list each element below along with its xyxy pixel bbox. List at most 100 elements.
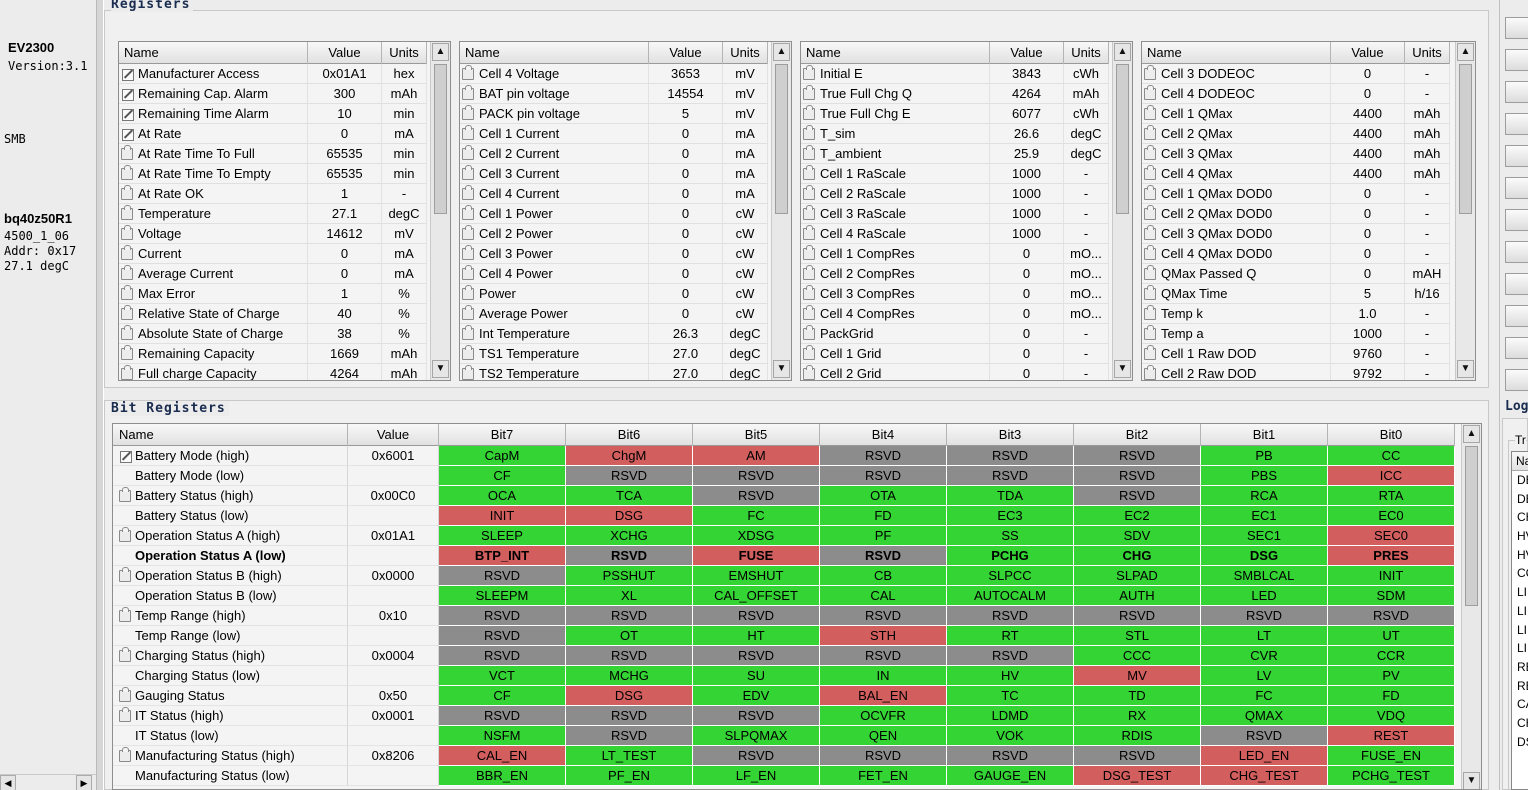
register-row[interactable]: Cell 4 Voltage 3653 mV <box>460 64 768 84</box>
register-row[interactable]: At Rate Time To Empty 65535 min <box>119 164 427 184</box>
bit-register-row[interactable]: Gauging Status 0x50 CF DSG EDV BAL_EN TC TD FC FD <box>113 686 1455 706</box>
right-toolbar-button-3[interactable] <box>1505 81 1528 103</box>
log-list-item[interactable]: LI <box>1517 585 1528 600</box>
register-row[interactable]: Current 0 mA <box>119 244 427 264</box>
register-row[interactable]: Voltage 14612 mV <box>119 224 427 244</box>
log-list-item[interactable]: HV <box>1517 547 1528 562</box>
bit-register-row[interactable]: Charging Status (low) VCT MCHG SU IN HV MV LV PV <box>113 666 1455 686</box>
register-table-scrollbar[interactable]: ▲ ▼ <box>771 42 791 380</box>
column-header-bit4[interactable]: Bit4 <box>820 424 947 446</box>
scroll-down-icon[interactable]: ▼ <box>1114 360 1131 378</box>
register-row[interactable]: At Rate OK 1- <box>119 184 427 204</box>
register-row[interactable]: Average Current 0 mA <box>119 264 427 284</box>
log-list-item[interactable]: DE <box>1517 473 1528 487</box>
column-header-name[interactable]: Name <box>1142 42 1331 64</box>
left-splitter[interactable] <box>96 0 104 790</box>
column-header-name[interactable]: Name <box>119 42 308 64</box>
scroll-up-icon[interactable]: ▲ <box>1463 425 1480 443</box>
bit-register-row[interactable]: Operation Status B (high) 0x0000 RSVD PSSHU… <box>113 566 1455 586</box>
bit-register-row[interactable]: Battery Mode (high) 0x6001 CapM ChgM AM RSVD R… <box>113 446 1455 466</box>
register-row[interactable]: Cell 1 QMax DOD0 0- <box>1142 184 1450 204</box>
column-header-bit2[interactable]: Bit2 <box>1074 424 1201 446</box>
register-row[interactable]: Cell 2 Grid 0- <box>801 364 1109 380</box>
register-row[interactable]: Cell 2 RaScale 1000- <box>801 184 1109 204</box>
log-list-item[interactable]: CH <box>1517 510 1528 525</box>
register-row[interactable]: Manufacturer Access 0x01A1 hex <box>119 64 427 84</box>
column-header-bit0[interactable]: Bit0 <box>1328 424 1455 446</box>
register-row[interactable]: TS2 Temperature 27.0 degC <box>460 364 768 380</box>
register-table-1[interactable]: Name Value Units Manufacturer Access 0x01A1 h… <box>118 41 451 381</box>
register-row[interactable]: Cell 4 QMax 4400 mAh <box>1142 164 1450 184</box>
log-list-item[interactable]: LI <box>1517 603 1528 618</box>
column-header-units[interactable]: Units <box>723 42 768 64</box>
log-list-item[interactable]: HV <box>1517 529 1528 544</box>
register-row[interactable]: Cell 4 RaScale 1000- <box>801 224 1109 244</box>
right-toolbar-button-6[interactable] <box>1505 177 1528 199</box>
right-toolbar-button-1[interactable] <box>1505 17 1528 39</box>
register-row[interactable]: BAT pin voltage 14554 mV <box>460 84 768 104</box>
register-row[interactable]: Cell 2 Raw DOD 9792- <box>1142 364 1450 380</box>
scroll-right-icon[interactable]: ▶ <box>76 775 92 790</box>
column-header-name[interactable]: Name <box>113 424 348 446</box>
bit-register-row[interactable]: Operation Status A (low) BTP_INT RSVD FUSE R… <box>113 546 1455 566</box>
register-row[interactable]: True Full Chg Q 4264 mAh <box>801 84 1109 104</box>
register-row[interactable]: At Rate Time To Full 65535 min <box>119 144 427 164</box>
bit-register-row[interactable]: Operation Status A (high) 0x01A1 SLEEP XCHG… <box>113 526 1455 546</box>
register-row[interactable]: Temp a 1000- <box>1142 324 1450 344</box>
column-header-value[interactable]: Value <box>990 42 1064 64</box>
register-row[interactable]: Initial E 3843 cWh <box>801 64 1109 84</box>
column-header-value[interactable]: Value <box>649 42 723 64</box>
left-horizontal-scrollbar[interactable]: ◀ ▶ <box>0 774 96 790</box>
register-row[interactable]: Temperature 27.1 degC <box>119 204 427 224</box>
register-row[interactable]: T_ambient 25.9 degC <box>801 144 1109 164</box>
register-row[interactable]: Cell 3 RaScale 1000- <box>801 204 1109 224</box>
right-toolbar-button-4[interactable] <box>1505 113 1528 135</box>
register-row[interactable]: Cell 2 QMax 4400 mAh <box>1142 124 1450 144</box>
register-row[interactable]: Cell 2 QMax DOD0 0- <box>1142 204 1450 224</box>
scroll-thumb[interactable] <box>1116 64 1129 214</box>
log-list-header[interactable]: Na <box>1512 452 1528 471</box>
bit-registers-table[interactable]: Name Value Bit7 Bit6 Bit5 Bit4 Bit3 Bit2 Bit1 Bit… <box>112 423 1482 790</box>
column-header-bit1[interactable]: Bit1 <box>1201 424 1328 446</box>
right-toolbar-button-12[interactable] <box>1505 369 1528 391</box>
scroll-left-icon[interactable]: ◀ <box>0 775 16 790</box>
register-row[interactable]: Cell 3 QMax DOD0 0- <box>1142 224 1450 244</box>
register-row[interactable]: Int Temperature 26.3 degC <box>460 324 768 344</box>
register-table-scrollbar[interactable]: ▲ ▼ <box>1455 42 1475 380</box>
log-list-item[interactable]: LI <box>1517 622 1528 637</box>
scroll-down-icon[interactable]: ▼ <box>1457 360 1474 378</box>
register-row[interactable]: Power 0 cW <box>460 284 768 304</box>
bit-register-row[interactable]: Charging Status (high) 0x0004 RSVD RSVD RSVD… <box>113 646 1455 666</box>
right-toolbar-button-9[interactable] <box>1505 273 1528 295</box>
bit-register-row[interactable]: Manufacturing Status (low) BBR_EN PF_EN LF_… <box>113 766 1455 786</box>
log-list-item[interactable]: RE <box>1517 678 1528 693</box>
register-row[interactable]: Cell 1 Raw DOD 9760- <box>1142 344 1450 364</box>
register-row[interactable]: At Rate 0 mA <box>119 124 427 144</box>
bit-register-row[interactable]: Temp Range (low) RSVD OT HT STH RT STL LT UT <box>113 626 1455 646</box>
scroll-up-icon[interactable]: ▲ <box>1114 43 1131 61</box>
column-header-value[interactable]: Value <box>1331 42 1405 64</box>
scroll-down-icon[interactable]: ▼ <box>1463 772 1480 789</box>
register-row[interactable]: QMax Passed Q 0 mAH <box>1142 264 1450 284</box>
log-list-item[interactable]: DE <box>1517 491 1528 506</box>
register-row[interactable]: Average Power 0 cW <box>460 304 768 324</box>
register-table-scrollbar[interactable]: ▲ ▼ <box>430 42 450 380</box>
register-row[interactable]: T_sim 26.6 degC <box>801 124 1109 144</box>
register-row[interactable]: Cell 4 QMax DOD0 0- <box>1142 244 1450 264</box>
right-toolbar-button-2[interactable] <box>1505 49 1528 71</box>
scroll-up-icon[interactable]: ▲ <box>432 43 449 61</box>
log-list-item[interactable]: CA <box>1517 697 1528 712</box>
register-row[interactable]: Cell 4 Power 0 cW <box>460 264 768 284</box>
scroll-down-icon[interactable]: ▼ <box>432 360 449 378</box>
register-row[interactable]: Cell 3 CompRes 0 mO... <box>801 284 1109 304</box>
scroll-thumb[interactable] <box>1465 446 1478 606</box>
log-list-item[interactable]: LI <box>1517 641 1528 656</box>
log-list-item[interactable]: RE <box>1517 659 1528 674</box>
register-row[interactable]: PACK pin voltage 5 mV <box>460 104 768 124</box>
register-row[interactable]: Cell 1 Power 0 cW <box>460 204 768 224</box>
bit-register-row[interactable]: IT Status (low) NSFM RSVD SLPQMAX QEN VOK RDIS… <box>113 726 1455 746</box>
register-row[interactable]: Cell 4 DODEOC 0- <box>1142 84 1450 104</box>
column-header-value[interactable]: Value <box>308 42 382 64</box>
register-row[interactable]: QMax Time 5 h/16 <box>1142 284 1450 304</box>
register-row[interactable]: Relative State of Charge 40% <box>119 304 427 324</box>
